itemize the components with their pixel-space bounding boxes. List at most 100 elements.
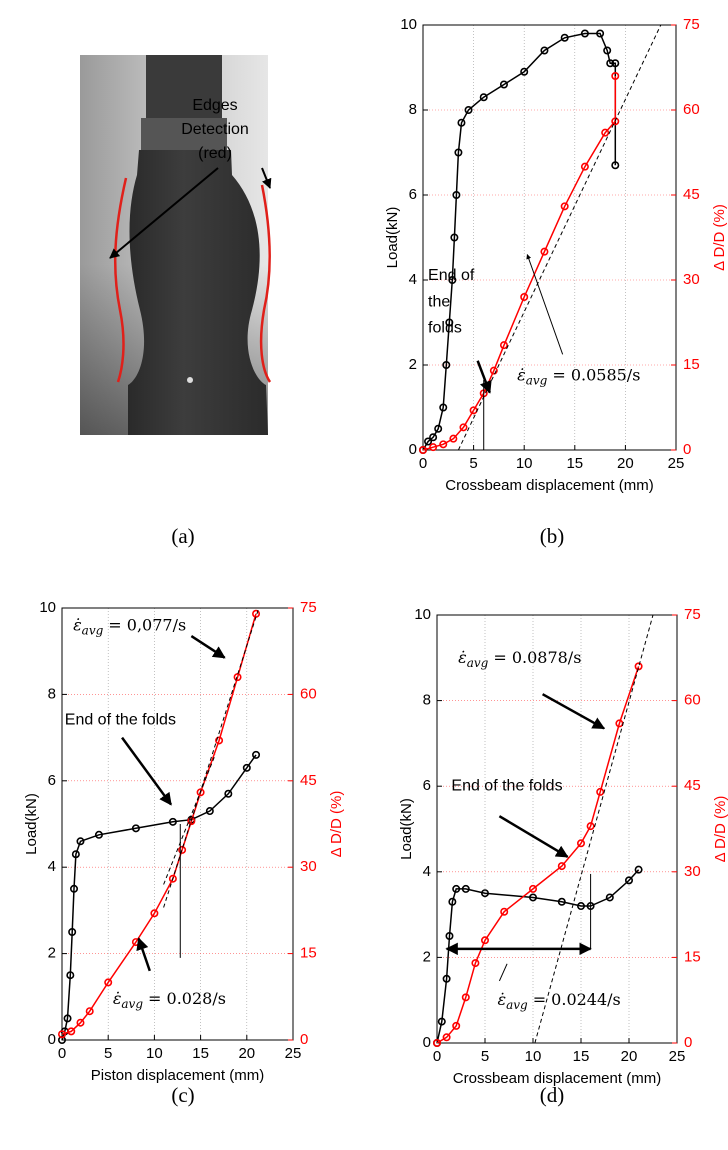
data-point <box>452 1021 461 1030</box>
y2-tick-label: 60 <box>683 101 700 118</box>
annotation-symbol: ε̇ <box>113 988 122 1007</box>
y2-tick-label: 75 <box>300 599 317 616</box>
data-point <box>66 971 75 980</box>
plot-frame <box>422 24 677 451</box>
caption: (a) <box>171 524 194 548</box>
y-tick-label: 2 <box>409 356 417 373</box>
annotation-arrow <box>541 693 606 730</box>
x-tick-label: 10 <box>146 1045 163 1062</box>
data-point <box>459 423 468 432</box>
data-point <box>196 788 205 797</box>
data-point <box>596 787 605 796</box>
annotation-text: = 0,077/s <box>108 615 186 634</box>
fit-line <box>457 24 662 451</box>
data-point <box>448 897 457 906</box>
caption: (c) <box>171 1083 194 1107</box>
annotation-arrow <box>476 360 492 394</box>
data-point <box>178 845 187 854</box>
data-point <box>242 763 251 772</box>
x-tick-label: 15 <box>192 1045 209 1062</box>
data-point <box>634 662 643 671</box>
data-point <box>252 750 261 759</box>
data-point <box>85 1007 94 1016</box>
x-tick-label: 0 <box>419 455 427 472</box>
data-line <box>422 32 617 451</box>
data-point <box>500 907 509 916</box>
y-tick-label: 0 <box>409 441 417 458</box>
y-tick-label: 10 <box>414 606 431 623</box>
data-point <box>429 433 438 442</box>
data-point <box>442 360 451 369</box>
data-point <box>452 884 461 893</box>
data-point <box>57 1030 66 1039</box>
annotation-symbol: ε̇ <box>73 615 82 634</box>
x-tick-label: 15 <box>566 455 583 472</box>
data-point <box>94 830 103 839</box>
data-point <box>528 893 537 902</box>
plot-frame <box>436 614 678 1044</box>
data-point <box>215 736 224 745</box>
data-point <box>580 162 589 171</box>
data-point <box>461 993 470 1002</box>
data-line <box>422 76 617 451</box>
x-tick-label: 0 <box>58 1045 66 1062</box>
fit-line <box>163 754 216 885</box>
annotation-arrow <box>136 937 151 972</box>
data-point <box>499 341 508 350</box>
annotation: ε̇avg = 0,077/s <box>73 615 186 637</box>
y-axis-label: Load(kN) <box>398 798 415 860</box>
annotation: ε̇avg = 0.0878/s <box>458 647 581 669</box>
data-point <box>611 161 620 170</box>
y2-tick-label: 0 <box>684 1034 692 1051</box>
data-point <box>611 72 620 81</box>
data-point <box>68 927 77 936</box>
data-point <box>611 59 620 68</box>
y-tick-label: 8 <box>409 101 417 118</box>
caption: (d) <box>540 1083 565 1107</box>
annotation: the <box>428 293 450 310</box>
y2-axis-label: Δ D/D (%) <box>328 791 345 858</box>
data-point <box>540 247 549 256</box>
fit-line <box>534 614 654 1044</box>
data-point <box>424 437 433 446</box>
y2-tick-label: 75 <box>684 606 701 623</box>
y-tick-label: 6 <box>409 186 417 203</box>
y-axis-label: Load(kN) <box>23 793 40 855</box>
data-point <box>471 959 480 968</box>
data-point <box>576 902 585 911</box>
annotation: ε̇avg = 0.028/s <box>113 988 226 1010</box>
y2-tick-label: 15 <box>684 948 701 965</box>
plot-frame <box>61 607 294 1041</box>
data-point <box>499 80 508 89</box>
data-point <box>187 817 196 826</box>
data-point <box>576 839 585 848</box>
x-tick-label: 25 <box>668 455 685 472</box>
data-point <box>76 1018 85 1027</box>
data-point <box>454 148 463 157</box>
y-axis-label: Load(kN) <box>384 207 401 269</box>
data-point <box>150 909 159 918</box>
data-point <box>586 822 595 831</box>
annotation: End of <box>428 267 475 284</box>
data-line <box>61 754 257 1041</box>
data-point <box>76 837 85 846</box>
annotation-arrow <box>498 815 569 858</box>
data-line <box>436 666 640 1044</box>
caption: (b) <box>540 524 565 548</box>
x-tick-label: 25 <box>285 1045 302 1062</box>
data-point <box>70 884 79 893</box>
y-tick-label: 2 <box>423 948 431 965</box>
data-line <box>436 869 640 1044</box>
x-axis-label: Crossbeam displacement (mm) <box>453 1070 661 1087</box>
fit-line <box>163 607 260 908</box>
y-tick-label: 0 <box>423 1034 431 1051</box>
x-tick-label: 10 <box>516 455 533 472</box>
data-point <box>560 33 569 42</box>
data-point <box>449 434 458 443</box>
y2-tick-label: 75 <box>683 16 700 33</box>
annotation-subscript: avg <box>526 373 548 387</box>
x-tick-label: 5 <box>481 1048 489 1065</box>
data-point <box>71 850 80 859</box>
annotation-subscript: avg <box>467 655 489 669</box>
data-point <box>461 884 470 893</box>
